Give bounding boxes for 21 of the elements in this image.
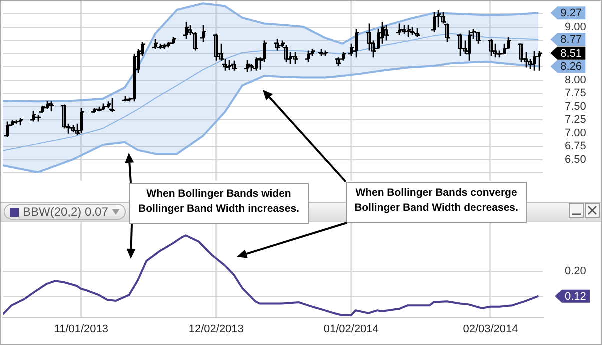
text: When Bollinger Bands widen Bollinger Band Width increases. (129, 183, 309, 224)
annotation: 8.51 (560, 48, 582, 60)
y-tick-label: 7.25 (565, 114, 586, 126)
y-tick-label: 0.12 (565, 290, 586, 303)
x-tick-label: 02/03/2014 (463, 324, 518, 336)
y-tick-label: 6.75 (565, 140, 586, 153)
annotation: 8.26 (560, 61, 582, 74)
annotation: 9.27 (560, 8, 582, 20)
x-tick-label: 11/01/2013 (54, 324, 109, 336)
x-tick-label: 01/02/2014 (324, 324, 379, 336)
y-tick-label: 7.50 (565, 100, 586, 113)
y-tick-label: 9.00 (565, 22, 586, 34)
annotation: 8.77 (560, 34, 582, 46)
x-tick-label: 12/02/2013 (188, 324, 244, 336)
y-tick-label: 6.50 (565, 154, 586, 166)
y-tick-label: 7.75 (565, 88, 586, 100)
text: When Bollinger Bands converge Bollinger Band Width decreases. (346, 182, 527, 223)
y-tick-label: 0.20 (565, 266, 586, 278)
legend-label: BBW(20,2) 0.07 (23, 205, 108, 219)
y-tick-label: 7.00 (565, 127, 586, 140)
y-tick-label: 8.00 (565, 74, 586, 86)
